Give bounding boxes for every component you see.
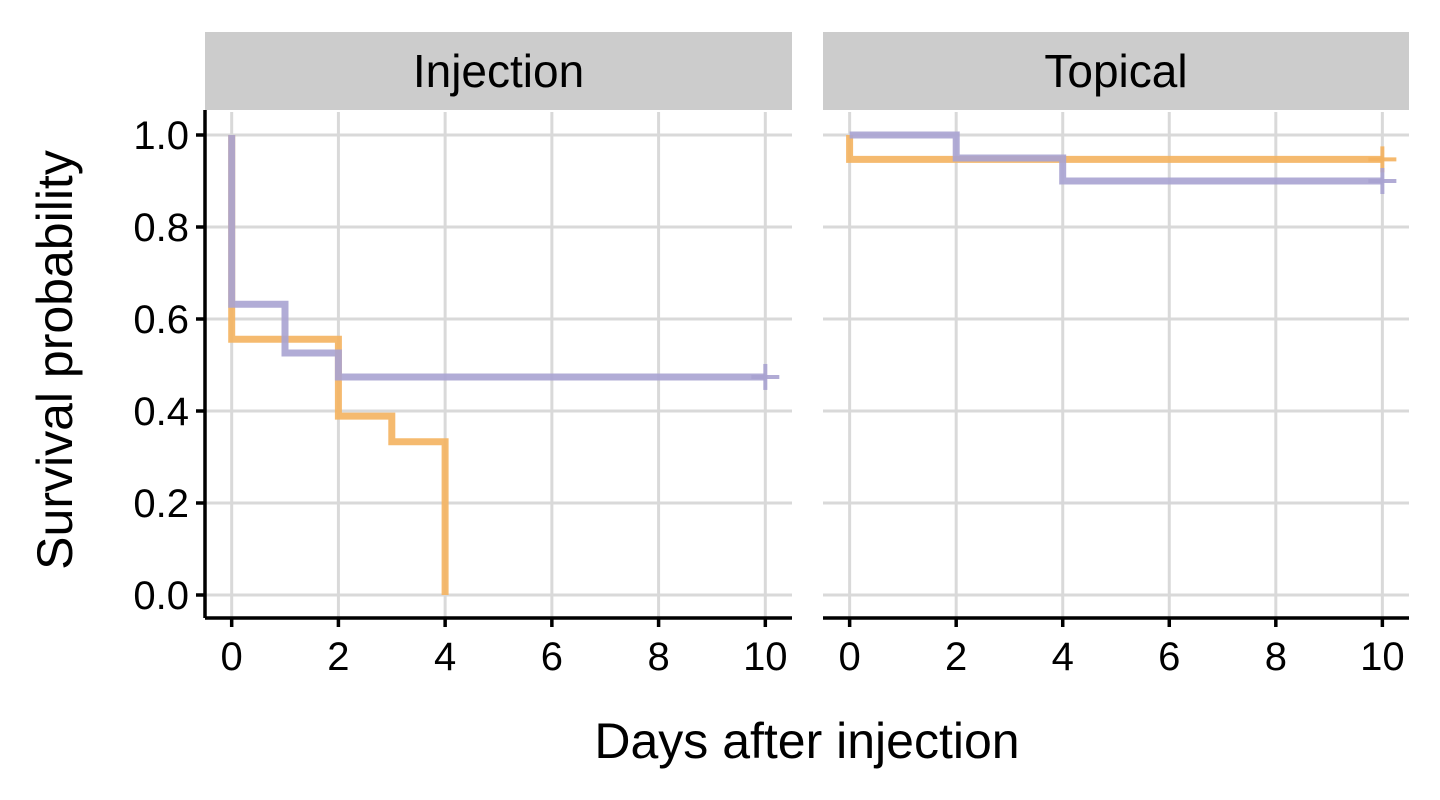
x-tick-label: 4 — [1052, 635, 1074, 679]
x-tick-label: 8 — [1265, 635, 1287, 679]
x-tick-label: 0 — [839, 635, 861, 679]
x-tick-label: 6 — [1158, 635, 1180, 679]
x-tick-label: 10 — [743, 635, 788, 679]
x-tick-label: 0 — [221, 635, 243, 679]
km-curve-series-1 — [846, 135, 1383, 163]
x-tick-label: 4 — [434, 635, 456, 679]
x-axis-title: Days after injection — [594, 713, 1019, 769]
x-tick-label: 8 — [647, 635, 669, 679]
y-tick-label: 0.8 — [133, 206, 189, 250]
panel-strip — [823, 32, 1409, 110]
panel-topical: Topical 0 2 4 6 8 10 — [823, 32, 1409, 679]
y-axis-title: Survival probability — [27, 150, 83, 570]
x-tick-label: 10 — [1360, 635, 1405, 679]
y-tick-label: 1.0 — [133, 114, 189, 158]
y-tick-label: 0.2 — [133, 482, 189, 526]
y-tick-label: 0.4 — [133, 390, 189, 434]
panel-injection: Injection 0 2 4 6 8 10 0.0 0.2 0.4 0.6 0.8 1.0 — [133, 32, 792, 679]
x-tick-label: 2 — [327, 635, 349, 679]
x-tick-label: 6 — [541, 635, 563, 679]
y-tick-label: 0.6 — [133, 298, 189, 342]
y-tick-label: 0.0 — [133, 574, 189, 618]
panel-title: Injection — [413, 45, 584, 97]
km-curve-series-2 — [849, 131, 1383, 185]
km-curve-series-2 — [228, 135, 766, 381]
panel-strip — [205, 32, 792, 110]
km-curve-series-1 — [228, 135, 449, 595]
x-tick-label: 2 — [945, 635, 967, 679]
panel-title: Topical — [1044, 45, 1187, 97]
